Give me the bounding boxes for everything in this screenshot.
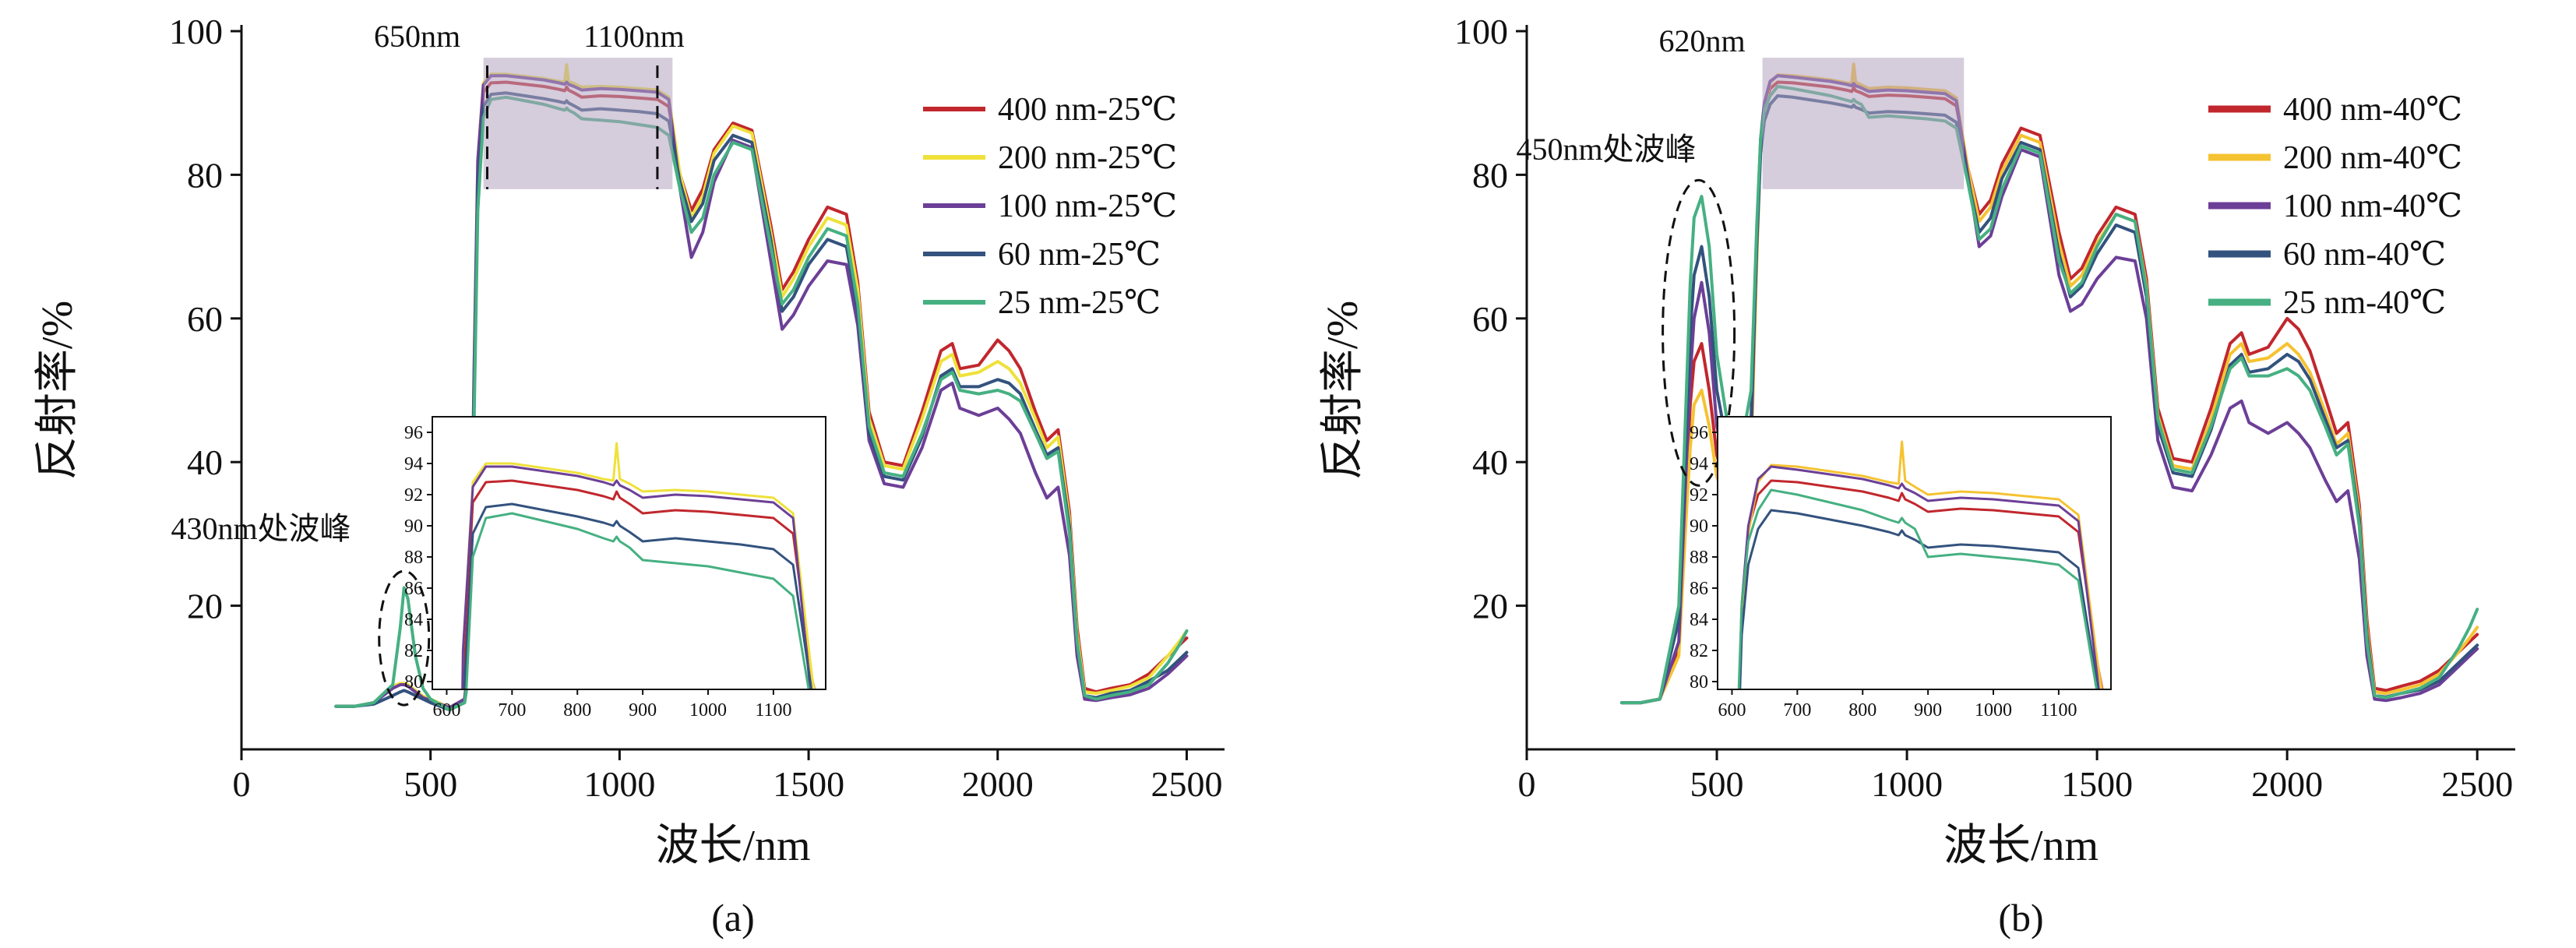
inset-x-tick-label: 900 [1914, 700, 1942, 721]
y-tick-label: 100 [1454, 12, 1508, 51]
y-tick-label: 40 [187, 442, 223, 482]
inset-x-tick-label: 800 [1848, 700, 1876, 721]
y-axis-title: 反射率/% [1319, 301, 1367, 480]
inset-y-tick-label: 86 [1690, 579, 1708, 599]
panel-caption: (a) [711, 896, 755, 939]
legend-label: 200 nm-40℃ [2283, 140, 2462, 176]
inset-y-tick-label: 96 [404, 423, 423, 443]
inset-series-line [1738, 465, 2100, 689]
inset-y-tick-label: 80 [404, 672, 423, 692]
inset-y-tick-label: 90 [404, 516, 423, 537]
inset-frame [432, 416, 826, 690]
inset-series-line [465, 512, 810, 689]
inset-y-tick-label: 80 [1690, 672, 1708, 692]
inset-y-tick-label: 94 [404, 454, 423, 474]
x-tick-label: 2000 [962, 764, 1034, 804]
inset-y-tick-label: 84 [1690, 610, 1708, 630]
highlight-band [1762, 58, 1965, 189]
x-tick-label: 1500 [2061, 764, 2133, 804]
y-tick-label: 20 [187, 587, 223, 626]
legend-label: 60 nm-40℃ [2283, 237, 2446, 273]
legend-label: 25 nm-25℃ [998, 285, 1161, 321]
highlight-band [483, 58, 673, 189]
x-tick-label: 500 [1690, 764, 1744, 804]
y-axis-title: 反射率/% [33, 301, 82, 480]
inset-x-tick-label: 1000 [1975, 700, 2012, 721]
inset-x-tick-label: 800 [563, 700, 591, 721]
legend-label: 100 nm-25℃ [998, 189, 1177, 224]
x-tick-label: 1000 [583, 764, 655, 804]
y-tick-label: 60 [1472, 299, 1508, 339]
series-line [1620, 85, 2479, 705]
inset-y-tick-label: 92 [1690, 485, 1708, 506]
inset-y-tick-label: 88 [404, 548, 423, 568]
inset-background [1718, 417, 2111, 689]
chart-a: 0 500 1000 1500 2000 2500 20 40 60 80 100 波长/nm 反射率/… [33, 12, 1225, 939]
inset-x-tick-label: 700 [498, 700, 526, 721]
inset-y-tick-label: 86 [404, 579, 423, 599]
inset-x-tick-label: 600 [1718, 700, 1746, 721]
legend-label: 60 nm-25℃ [998, 237, 1161, 273]
inset-y-tick-label: 96 [1690, 423, 1708, 443]
y-tick-label: 20 [1472, 587, 1508, 626]
peak-annotation: 450nm处波峰 [1516, 132, 1696, 167]
inset-x-tick-label: 1000 [689, 700, 727, 721]
wavelength-annotation: 650nm [374, 19, 460, 54]
wavelength-annotation: 1100nm [583, 19, 685, 54]
inset-y-tick-label: 82 [404, 641, 423, 661]
legend-label: 100 nm-40℃ [2283, 189, 2462, 224]
inset-series-line [461, 465, 812, 689]
inset-series-line [463, 502, 813, 689]
x-tick-label: 0 [1518, 764, 1536, 804]
inset-x-tick-label: 1100 [755, 700, 791, 721]
inset-series-group [461, 442, 816, 689]
wavelength-annotation: 620nm [1658, 23, 1745, 58]
peak-ellipse [1662, 178, 1736, 487]
x-axis-title: 波长/nm [1943, 822, 2099, 870]
y-tick-label: 80 [1472, 155, 1508, 195]
x-tick-label: 1500 [773, 764, 844, 804]
inset-y-tick-label: 94 [1690, 454, 1708, 474]
legend-label: 400 nm-25℃ [998, 92, 1177, 128]
y-tick-label: 60 [187, 299, 223, 339]
legend-label: 400 nm-40℃ [2283, 92, 2462, 128]
panel-caption: (b) [1998, 896, 2043, 939]
y-tick-label: 100 [169, 12, 223, 51]
x-tick-label: 2500 [1151, 764, 1222, 804]
peak-annotation: 430nm处波峰 [171, 511, 351, 546]
x-tick-label: 2000 [2251, 764, 2323, 804]
inset-series-line [1739, 509, 2099, 689]
inset-x-tick-label: 1100 [2040, 700, 2077, 721]
inset-x-tick-label: 900 [629, 700, 657, 721]
inset-y-tick-label: 84 [404, 610, 423, 630]
peak-ellipse [378, 569, 431, 707]
inset-series-line [1737, 488, 2099, 689]
legend-label: 25 nm-40℃ [2283, 285, 2446, 321]
inset-background [432, 417, 826, 689]
x-axis-title: 波长/nm [655, 822, 810, 870]
inset-frame [1717, 416, 2112, 690]
y-tick-label: 40 [1472, 442, 1508, 482]
x-tick-label: 1000 [1871, 764, 1943, 804]
x-tick-label: 500 [403, 764, 457, 804]
inset-x-tick-label: 600 [432, 700, 460, 721]
series-line [334, 95, 1189, 712]
inset-y-tick-label: 82 [1690, 641, 1708, 661]
x-tick-label: 0 [233, 764, 251, 804]
inset-series-group [1737, 440, 2104, 689]
legend-label: 200 nm-25℃ [998, 140, 1177, 176]
inset-y-tick-label: 92 [404, 485, 423, 506]
inset-y-tick-label: 90 [1690, 516, 1708, 537]
inset-x-tick-label: 700 [1783, 700, 1811, 721]
x-tick-label: 2500 [2441, 764, 2513, 804]
inset-y-tick-label: 88 [1690, 548, 1708, 568]
chart-b: 0 500 1000 1500 2000 2500 20 40 60 80 100 波长/nm 反射率/… [1319, 12, 2515, 939]
y-tick-label: 80 [187, 155, 223, 195]
